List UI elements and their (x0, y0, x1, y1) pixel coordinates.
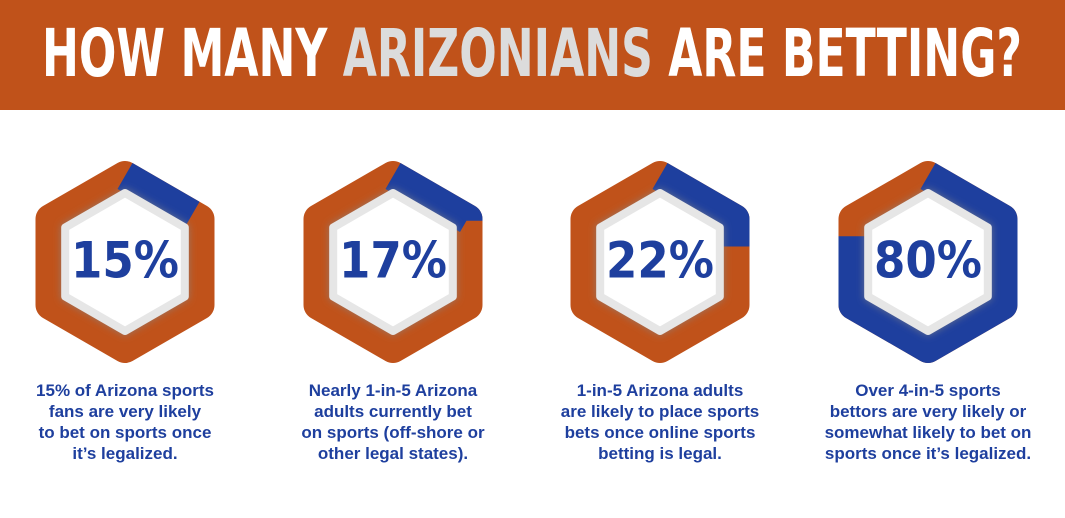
percent-label: 80% (874, 232, 982, 290)
caption-line: betting is legal. (598, 444, 722, 463)
caption-line: 15% of Arizona sports (36, 381, 214, 400)
title-part: HOW MANY (42, 15, 328, 92)
percent-label: 17% (339, 232, 447, 290)
inner-hex (61, 189, 189, 335)
title-part: ARE BETTING? (668, 15, 1022, 92)
caption-line: on sports (off-shore or (301, 423, 485, 442)
caption-line: bets once online sports (565, 423, 756, 442)
ring-value (838, 161, 1018, 363)
caption-line: fans are very likely (49, 402, 202, 421)
percent-label: 22% (606, 232, 714, 290)
inner-hex (329, 189, 457, 335)
header-title: HOW MANY ARIZONIANS ARE BETTING? (42, 15, 1022, 92)
inner-hex (596, 189, 724, 335)
caption-line: adults currently bet (314, 402, 472, 421)
ring-value (570, 161, 750, 363)
inner-hex (864, 189, 992, 335)
ring-track (35, 161, 215, 363)
ring-value (303, 161, 483, 363)
caption-line: other legal states). (318, 444, 468, 463)
caption-line: it’s legalized. (72, 444, 177, 463)
caption-line: to bet on sports once (39, 423, 212, 442)
caption-line: 1-in-5 Arizona adults (577, 381, 744, 400)
caption-line: Nearly 1-in-5 Arizona (309, 381, 478, 400)
caption-line: Over 4-in-5 sports (855, 381, 1001, 400)
caption-line: sports once it’s legalized. (825, 444, 1031, 463)
caption-line: somewhat likely to bet on (825, 423, 1032, 442)
percent-label: 15% (71, 232, 179, 290)
title-highlight: ARIZONIANS (343, 15, 653, 92)
header-band (0, 0, 1065, 110)
caption-line: bettors are very likely or (830, 402, 1027, 421)
caption-line: are likely to place sports (561, 402, 759, 421)
